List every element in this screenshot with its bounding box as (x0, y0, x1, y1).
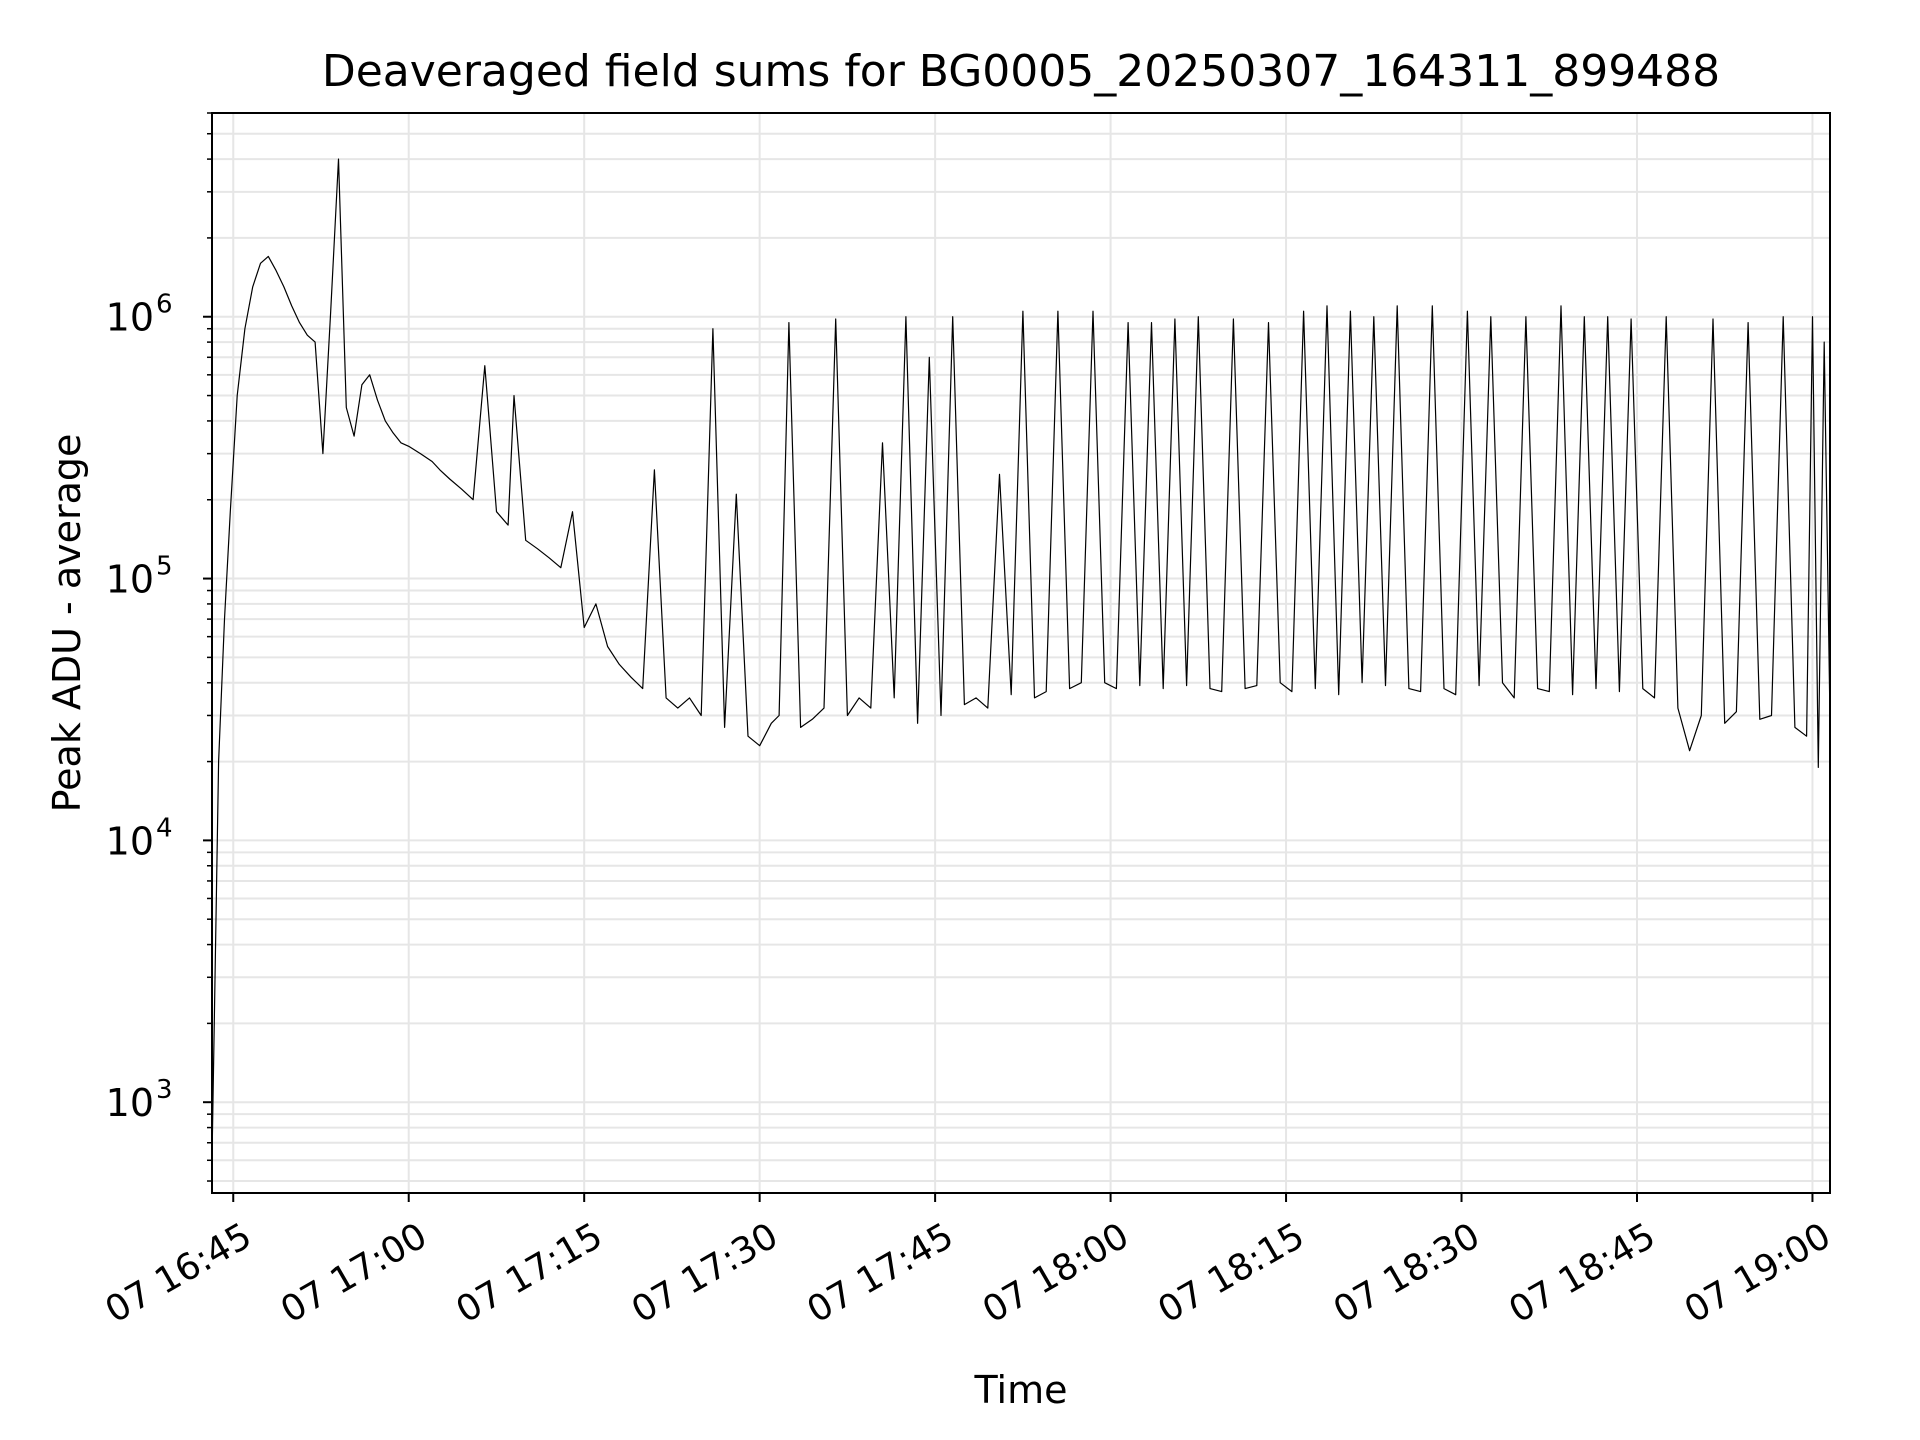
plot-area (211, 158, 1831, 1161)
chart-title: Deaveraged field sums for BG0005_2025030… (322, 46, 1720, 97)
y-tick-exponent: 3 (156, 1075, 173, 1105)
y-axis-label: Peak ADU - average (45, 434, 89, 813)
axes-frame (211, 112, 1831, 1194)
y-tick-exponent: 4 (156, 813, 173, 843)
series-line (211, 158, 1831, 1161)
x-axis-label: Time (974, 1368, 1068, 1412)
grid-lines (212, 112, 1830, 1193)
y-tick-label: 10 (106, 558, 154, 602)
y-tick-label: 10 (106, 296, 154, 340)
y-tick-label: 10 (106, 1081, 154, 1125)
y-tick-exponent: 5 (156, 552, 173, 582)
y-tick-label: 10 (106, 819, 154, 863)
y-tick-exponent: 6 (156, 290, 173, 320)
